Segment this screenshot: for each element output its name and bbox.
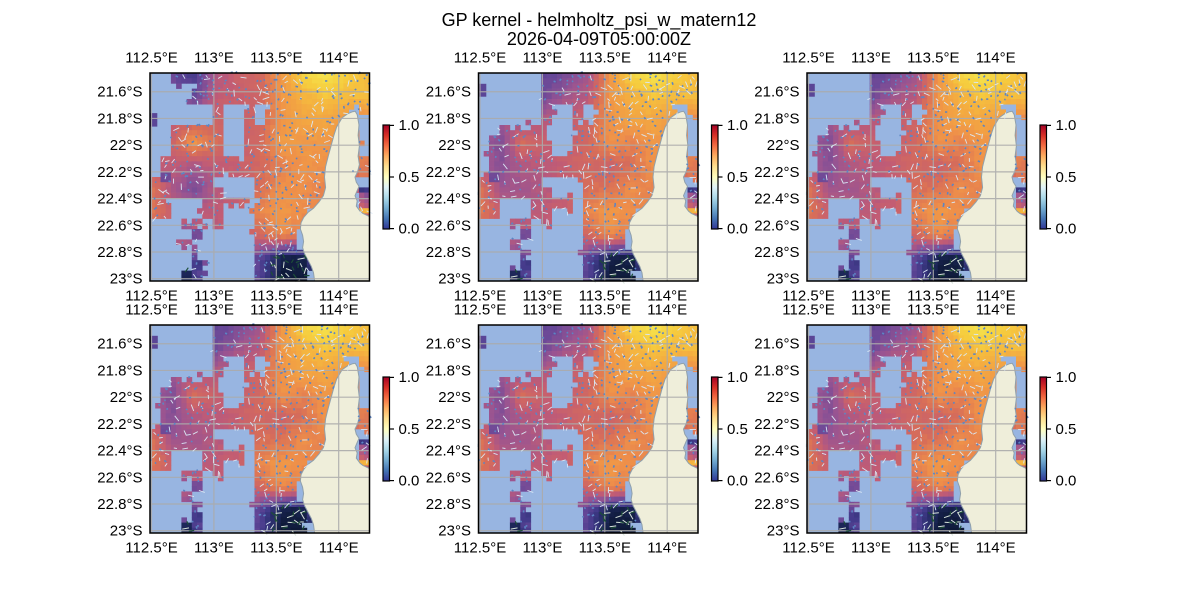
svg-text:2026-04-09T05:00:00Z: 2026-04-09T05:00:00Z [507,29,691,49]
svg-text:GP kernel - helmholtz_psi_w_ma: GP kernel - helmholtz_psi_w_matern12 [442,10,757,31]
